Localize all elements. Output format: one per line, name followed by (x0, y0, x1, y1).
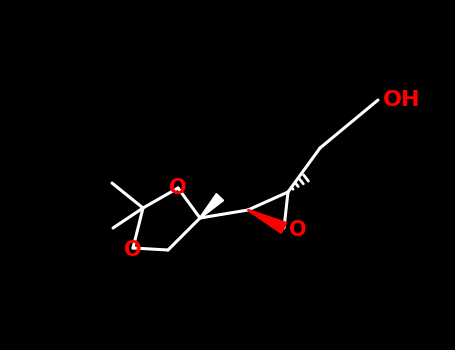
Text: OH: OH (383, 90, 420, 110)
Polygon shape (248, 210, 287, 233)
Text: O: O (124, 240, 142, 260)
Text: O: O (169, 178, 187, 198)
Text: O: O (289, 220, 307, 240)
Polygon shape (200, 194, 223, 218)
